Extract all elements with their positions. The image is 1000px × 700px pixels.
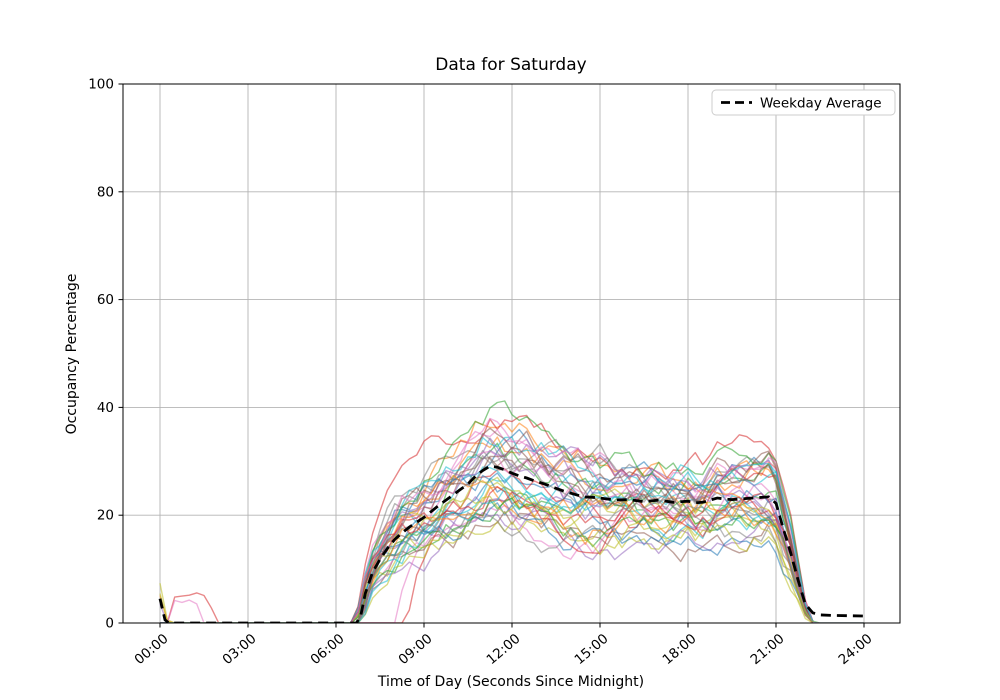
legend-box [711,89,896,116]
saturday-trace-line [160,472,814,623]
saturday-trace-line [160,432,814,623]
saturday-trace-line [160,486,814,623]
x-tick-label: 24:00 [835,631,875,668]
y-tick-label: 60 [97,292,114,308]
x-tick-label: 09:00 [395,631,435,668]
grid-lines [123,83,900,624]
saturday-trace-line [160,485,814,623]
saturday-trace-line [160,497,814,623]
saturday-trace-line [160,502,814,623]
individual-trace-lines [159,400,864,623]
y-tick-label: 80 [97,184,114,200]
y-tick-label: 100 [88,77,114,93]
x-axis-label: Time of Day (Seconds Since Midnight) [377,674,644,690]
x-tick-label: 15:00 [571,631,611,668]
saturday-trace-line [160,497,814,623]
saturday-trace-line [160,427,814,623]
saturday-trace-line [160,417,814,623]
saturday-trace-line [160,400,814,623]
x-tick-label: 12:00 [483,631,523,668]
saturday-trace-line [160,437,814,623]
chart-title: Data for Saturday [435,55,586,75]
legend-label: Weekday Average [760,96,882,112]
x-tick-label: 03:00 [219,631,259,668]
x-tick-label: 21:00 [747,631,787,668]
saturday-trace-line [160,462,814,623]
y-axis-label: Occupancy Percentage [64,274,80,435]
x-tick-label: 00:00 [131,631,171,668]
saturday-trace-line [160,446,814,623]
y-tick-label: 40 [97,400,114,416]
legend: Weekday Average [711,89,896,116]
saturday-trace-line [160,414,814,623]
saturday-trace-line [160,510,814,623]
saturday-trace-line [159,495,814,623]
x-tick-label: 18:00 [659,631,699,668]
axes-and-ticks: 00:00 03:00 06:00 09:00 12:00 15:00 18:00 21:00… [88,77,901,668]
saturday-trace-line [160,515,814,623]
y-tick-label: 0 [105,616,114,632]
x-tick-label: 06:00 [307,631,347,668]
y-tick-label: 20 [97,508,114,524]
